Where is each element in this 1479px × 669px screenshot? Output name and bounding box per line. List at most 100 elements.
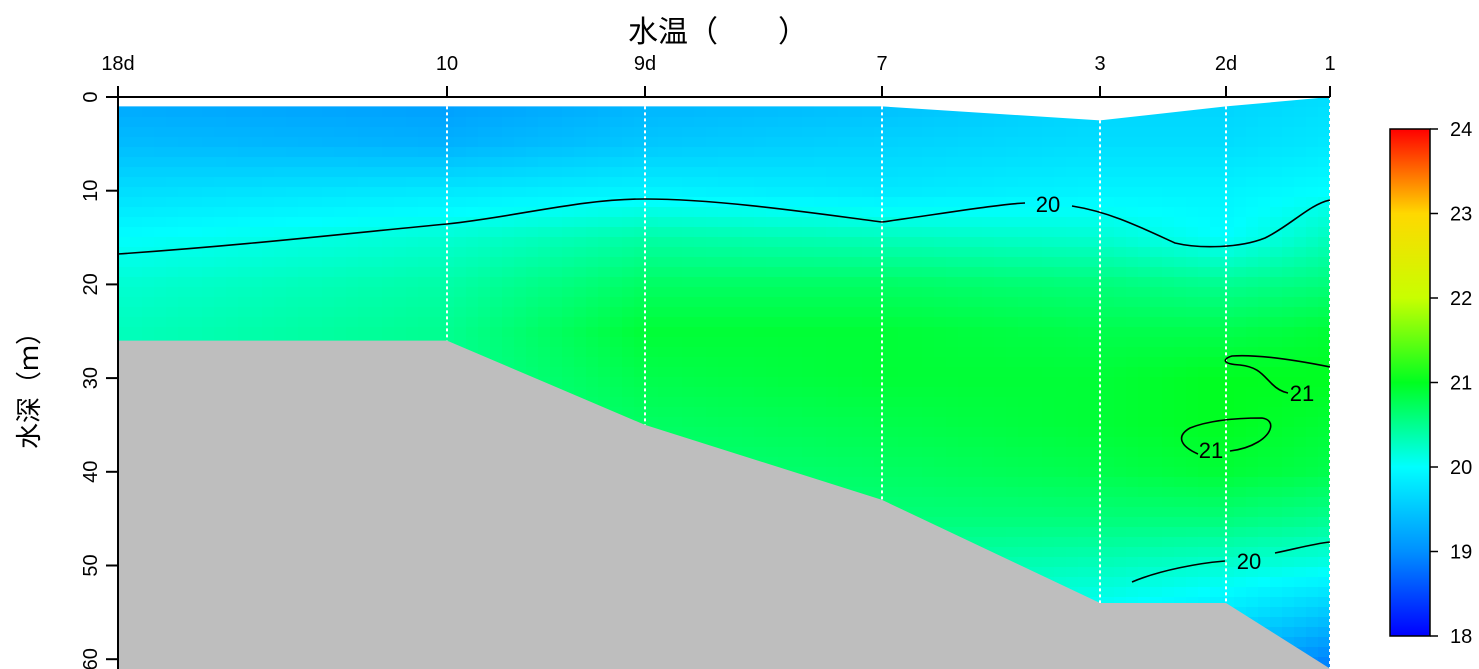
heatmap-cell (190, 277, 203, 288)
heatmap-cell (1030, 157, 1043, 168)
heatmap-cell (658, 207, 671, 218)
heatmap-cell (730, 327, 743, 338)
heatmap-cell (274, 207, 287, 218)
heatmap-cell (1138, 317, 1151, 328)
heatmap-cell (766, 187, 779, 198)
heatmap-cell (910, 147, 923, 158)
heatmap-cell (742, 437, 755, 448)
heatmap-cell (1114, 257, 1127, 268)
heatmap-cell (658, 257, 671, 268)
heatmap-cell (970, 197, 983, 208)
heatmap-cell (910, 247, 923, 258)
heatmap-cell (742, 407, 755, 418)
heatmap-cell (442, 137, 455, 148)
heatmap-cell (1138, 297, 1151, 308)
heatmap-cell (622, 187, 635, 198)
heatmap-cell (946, 357, 959, 368)
heatmap-cell (982, 387, 995, 398)
heatmap-cell (358, 167, 371, 178)
heatmap-cell (742, 327, 755, 338)
heatmap-cell (1030, 367, 1043, 378)
heatmap-cell (778, 157, 791, 168)
heatmap-cell (970, 357, 983, 368)
heatmap-cell (682, 117, 695, 128)
heatmap-cell (718, 327, 731, 338)
heatmap-cell (598, 157, 611, 168)
heatmap-cell (310, 217, 323, 228)
heatmap-cell (970, 167, 983, 178)
heatmap-cell (514, 227, 527, 238)
heatmap-cell (1054, 367, 1067, 378)
heatmap-cell (898, 187, 911, 198)
heatmap-cell (826, 367, 839, 378)
heatmap-cell (1102, 587, 1115, 598)
heatmap-cell (970, 187, 983, 198)
heatmap-cell (118, 157, 131, 168)
heatmap-cell (466, 297, 479, 308)
heatmap-cell (262, 257, 275, 268)
heatmap-cell (1138, 577, 1151, 588)
heatmap-cell (898, 257, 911, 268)
heatmap-cell (286, 277, 299, 288)
heatmap-cell (742, 107, 755, 118)
heatmap-cell (430, 207, 443, 218)
heatmap-cell (658, 417, 671, 428)
heatmap-cell (310, 307, 323, 318)
heatmap-cell (358, 177, 371, 188)
heatmap-cell (1114, 377, 1127, 388)
heatmap-cell (1042, 347, 1055, 358)
heatmap-cell (1006, 497, 1019, 508)
heatmap-cell (934, 177, 947, 188)
heatmap-cell (550, 327, 563, 338)
heatmap-cell (370, 147, 383, 158)
heatmap-cell (922, 507, 935, 518)
heatmap-cell (922, 427, 935, 438)
heatmap-cell (694, 357, 707, 368)
heatmap-cell (1090, 367, 1103, 378)
heatmap-cell (958, 447, 971, 458)
heatmap-cell (1090, 327, 1103, 338)
heatmap-cell (382, 147, 395, 158)
heatmap-cell (406, 127, 419, 138)
heatmap-cell (994, 347, 1007, 358)
heatmap-cell (406, 207, 419, 218)
heatmap-cell (418, 157, 431, 168)
heatmap-cell (118, 137, 131, 148)
heatmap-cell (226, 247, 239, 258)
heatmap-cell (358, 317, 371, 328)
heatmap-cell (526, 197, 539, 208)
heatmap-cell (898, 397, 911, 408)
heatmap-cell (922, 307, 935, 318)
heatmap-cell (562, 367, 575, 378)
heatmap-cell (1078, 187, 1091, 198)
heatmap-cell (634, 227, 647, 238)
heatmap-cell (694, 297, 707, 308)
heatmap-cell (886, 497, 899, 508)
heatmap-cell (214, 277, 227, 288)
heatmap-cell (874, 367, 887, 378)
heatmap-cell (502, 217, 515, 228)
heatmap-cell (778, 287, 791, 298)
heatmap-cell (526, 187, 539, 198)
heatmap-cell (490, 347, 503, 358)
heatmap-cell (982, 397, 995, 408)
heatmap-cell (862, 247, 875, 258)
heatmap-cell (838, 397, 851, 408)
heatmap-cell (1078, 147, 1091, 158)
heatmap-cell (286, 177, 299, 188)
heatmap-cell (1042, 177, 1055, 188)
heatmap-cell (1126, 157, 1139, 168)
heatmap-cell (802, 447, 815, 458)
heatmap-cell (1126, 567, 1139, 578)
heatmap-cell (262, 177, 275, 188)
heatmap-cell (262, 217, 275, 228)
heatmap-cell (1102, 547, 1115, 558)
heatmap-cell (370, 187, 383, 198)
heatmap-cell (1066, 477, 1079, 488)
heatmap-cell (1078, 377, 1091, 388)
heatmap-cell (934, 477, 947, 488)
heatmap-cell (1054, 467, 1067, 478)
heatmap-cell (1006, 157, 1019, 168)
heatmap-cell (1114, 537, 1127, 548)
